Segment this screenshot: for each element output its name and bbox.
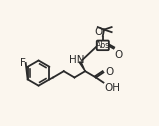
Text: O: O	[105, 67, 113, 77]
Polygon shape	[79, 62, 85, 71]
Text: OH: OH	[105, 83, 121, 93]
Text: Abs: Abs	[96, 41, 110, 50]
Text: O: O	[94, 27, 102, 37]
Text: O: O	[114, 50, 123, 59]
FancyBboxPatch shape	[97, 41, 109, 50]
Text: F: F	[21, 58, 26, 68]
Text: HN: HN	[69, 55, 84, 65]
